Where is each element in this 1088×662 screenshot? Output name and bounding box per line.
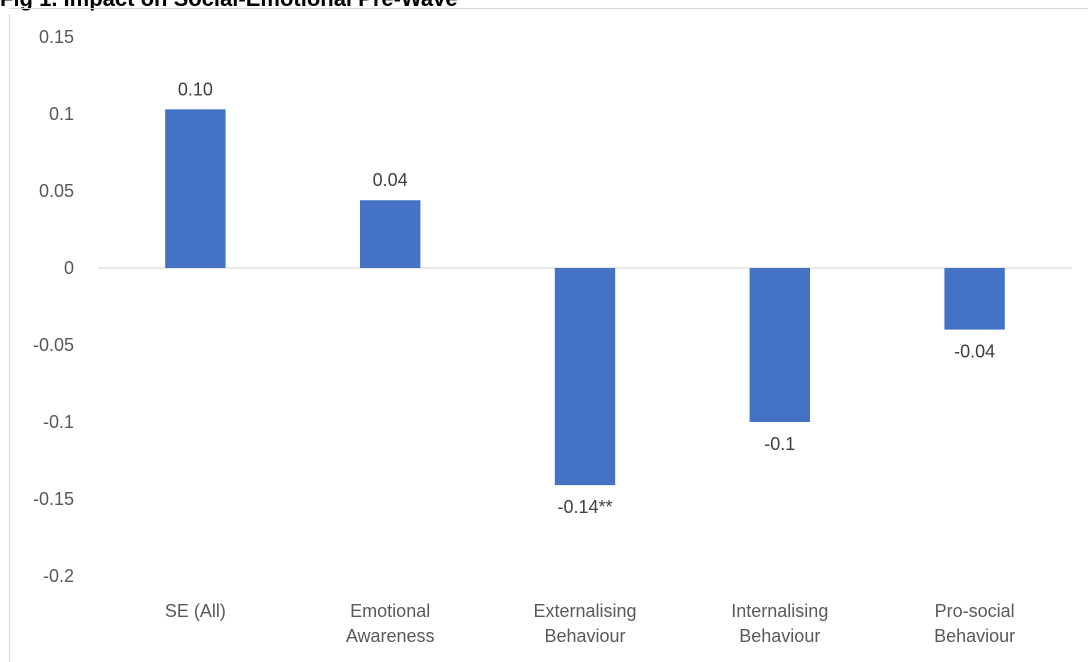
y-tick-label: 0.05	[39, 181, 74, 201]
data-label: -0.14**	[557, 497, 612, 517]
y-tick-label: -0.05	[33, 335, 74, 355]
data-label: -0.04	[954, 342, 995, 362]
bar	[944, 268, 1005, 330]
y-tick-label: -0.1	[43, 412, 74, 432]
y-axis-ticks: 0.15 0.1 0.05 0 -0.05 -0.1 -0.15 -0.2	[33, 27, 74, 586]
category-label: Behaviour	[544, 626, 625, 646]
chart-title: Fig 1. Impact on Social-Emotional Pre-Wa…	[0, 0, 458, 12]
bar	[165, 109, 226, 268]
category-label: Awareness	[346, 626, 435, 646]
category-label: Behaviour	[934, 626, 1015, 646]
category-label: Externalising	[533, 601, 636, 621]
bars-group	[165, 109, 1005, 486]
category-label: Pro-social	[935, 601, 1015, 621]
bar	[360, 200, 421, 268]
bar	[554, 268, 616, 486]
category-label: Emotional	[350, 601, 430, 621]
data-labels-group: 0.10 0.04 -0.14** -0.1 -0.04	[178, 79, 995, 517]
category-label: Behaviour	[739, 626, 820, 646]
data-label: -0.1	[764, 434, 795, 454]
bar	[749, 268, 810, 422]
y-tick-label: -0.15	[33, 489, 74, 509]
y-tick-label: -0.2	[43, 566, 74, 586]
data-label: 0.10	[178, 79, 213, 99]
y-tick-label: 0	[64, 258, 74, 278]
category-label: SE (All)	[165, 601, 226, 621]
y-tick-label: 0.15	[39, 27, 74, 47]
data-label: 0.04	[373, 170, 408, 190]
category-labels-group: SE (All) Emotional Awareness Externalising B…	[165, 601, 1015, 646]
y-tick-label: 0.1	[49, 104, 74, 124]
category-label: Internalising	[731, 601, 828, 621]
